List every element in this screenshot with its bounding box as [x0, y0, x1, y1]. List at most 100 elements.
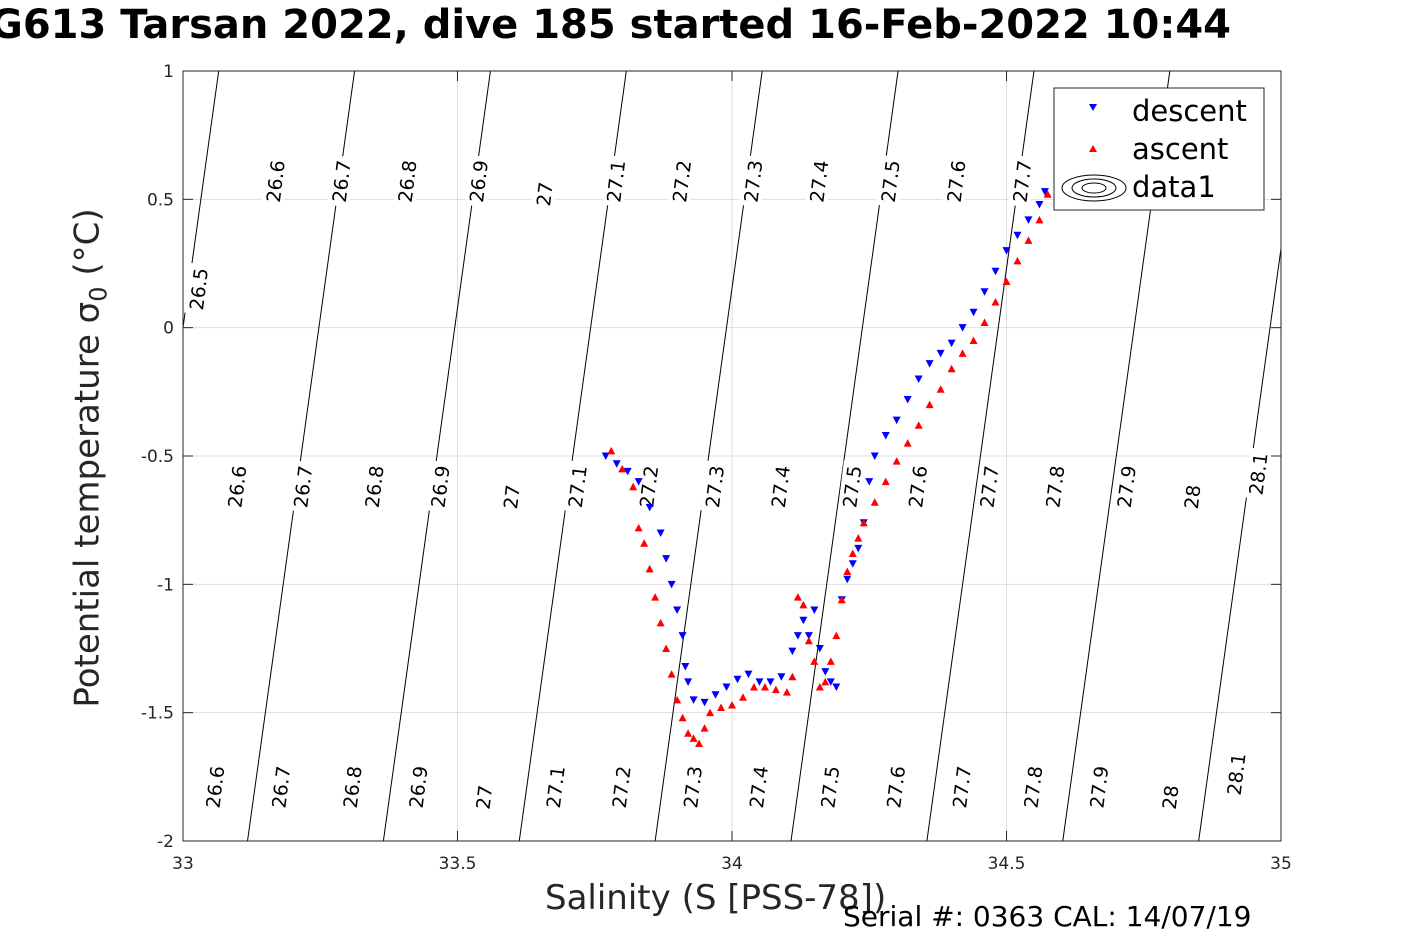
descent-point — [848, 560, 857, 568]
contour-label: 27.3 — [739, 155, 767, 208]
contour-label-bg — [1084, 760, 1113, 814]
ascent-point — [914, 421, 923, 429]
ascent-point — [991, 298, 1000, 306]
ascent-point — [936, 385, 945, 393]
legend-contour-icon — [1061, 174, 1127, 202]
contour-label-text: 28.1 — [1246, 452, 1273, 497]
contour-label-text: 27.3 — [702, 464, 729, 509]
y-axis-label-main: Potential temperature — [67, 323, 108, 708]
contour-label-bg — [1222, 747, 1251, 801]
contour-label-text: 26.6 — [202, 765, 229, 810]
contour-label: 27.5 — [815, 760, 844, 814]
contour-label-text: 27.6 — [944, 159, 971, 204]
contour-label: 27.4 — [766, 460, 795, 513]
contour-label-text: 27.5 — [817, 765, 844, 810]
descent-point — [755, 678, 764, 686]
contour-label-bg — [804, 155, 833, 208]
descent-point — [733, 675, 742, 684]
contour-label-text: 28 — [1159, 784, 1184, 811]
contour-label-bg — [1179, 481, 1205, 513]
ascent-point — [980, 318, 989, 327]
contour-label: 27.2 — [607, 760, 636, 814]
ascent-point — [881, 477, 890, 486]
descent-point — [1040, 188, 1049, 196]
descent-point — [700, 698, 709, 707]
x-tick-label: 34.5 — [988, 854, 1026, 874]
contour-label: 27 — [471, 782, 497, 813]
contour-label-text: 28 — [1181, 484, 1206, 511]
descent-point — [903, 396, 912, 404]
ascent-point — [640, 539, 649, 547]
contour-label-bg — [1112, 460, 1141, 513]
contour-label-bg — [881, 760, 910, 814]
ascent-point — [678, 713, 687, 722]
contour-label: 26.8 — [393, 155, 422, 208]
ascent-point — [1013, 256, 1022, 265]
descent-point — [1024, 216, 1033, 224]
contour-label-bg — [360, 460, 389, 513]
contour-label: 27.4 — [804, 155, 833, 208]
contour-label: 26.5 — [184, 262, 213, 316]
contour-label-bg — [766, 460, 795, 513]
contour-label-bg — [338, 760, 367, 814]
contour-label-bg — [942, 155, 971, 208]
descent-point — [766, 678, 775, 686]
legend-descent-marker — [1089, 104, 1097, 111]
descent-point — [881, 431, 890, 440]
contour-label-text: 27.7 — [1009, 159, 1036, 204]
contour-label-text: 27.3 — [740, 159, 767, 204]
contour-label-text: 27.2 — [636, 464, 663, 509]
ascent-point — [673, 695, 682, 704]
y-axis-label-symbol: σ — [67, 301, 108, 324]
contour-label-text: 26.5 — [186, 267, 213, 312]
contour-label: 28.1 — [1222, 747, 1251, 801]
contour-label-bg — [1008, 155, 1036, 208]
contour-label: 26.9 — [426, 460, 455, 513]
ascent-point — [892, 457, 901, 465]
legend-box — [1053, 87, 1265, 211]
contour-label: 27 — [531, 178, 558, 210]
contour-label: 27.5 — [837, 460, 866, 513]
ascent-point — [651, 593, 660, 601]
contour-label-text: 26.8 — [395, 159, 422, 204]
contour-label: 27.2 — [667, 155, 696, 208]
descent-point — [826, 678, 835, 686]
contour-label-text: 27.5 — [878, 159, 905, 204]
legend-data1-label: data1 — [1132, 170, 1216, 204]
contour-label-text: 26.7 — [268, 765, 295, 810]
descent-point — [601, 452, 610, 460]
contour-label-bg — [903, 460, 932, 513]
y-tick-label: 0.5 — [147, 190, 174, 210]
x-tick-label: 33 — [172, 854, 194, 874]
contour-label-text: 27.8 — [1042, 464, 1069, 509]
contour-label-text: 27.2 — [609, 765, 636, 810]
descent-point — [980, 288, 989, 296]
ascent-point — [782, 688, 791, 696]
contour-label: 26.9 — [464, 155, 493, 208]
descent-point — [936, 349, 945, 358]
contour-label-bg — [222, 460, 251, 513]
descent-point — [681, 662, 690, 671]
contour-label-bg — [678, 760, 707, 814]
contour-label: 26.7 — [288, 460, 317, 513]
descent-point — [1035, 200, 1044, 209]
ascent-point — [826, 657, 835, 665]
contour-label-bg — [541, 760, 570, 814]
descent-point — [810, 606, 819, 614]
contour-line — [1335, 71, 1417, 841]
ascent-point — [662, 644, 671, 652]
contour-label: 26.8 — [338, 760, 367, 814]
ascent-point — [618, 464, 627, 473]
contour-label-text: 27.1 — [543, 765, 570, 810]
descent-point — [925, 360, 934, 368]
ascent-point — [1024, 236, 1033, 244]
contour-label-text: 27.9 — [1086, 765, 1113, 810]
descent-point — [821, 668, 830, 676]
descent-point — [662, 555, 671, 563]
contour-label-text: 26.8 — [340, 765, 367, 810]
y-tick-label: -2 — [157, 832, 174, 852]
contour-label-bg — [327, 155, 356, 208]
contour-label-bg — [184, 262, 213, 316]
contour-label-text: 27 — [533, 181, 558, 208]
contour-label-text: 26.9 — [428, 464, 455, 509]
